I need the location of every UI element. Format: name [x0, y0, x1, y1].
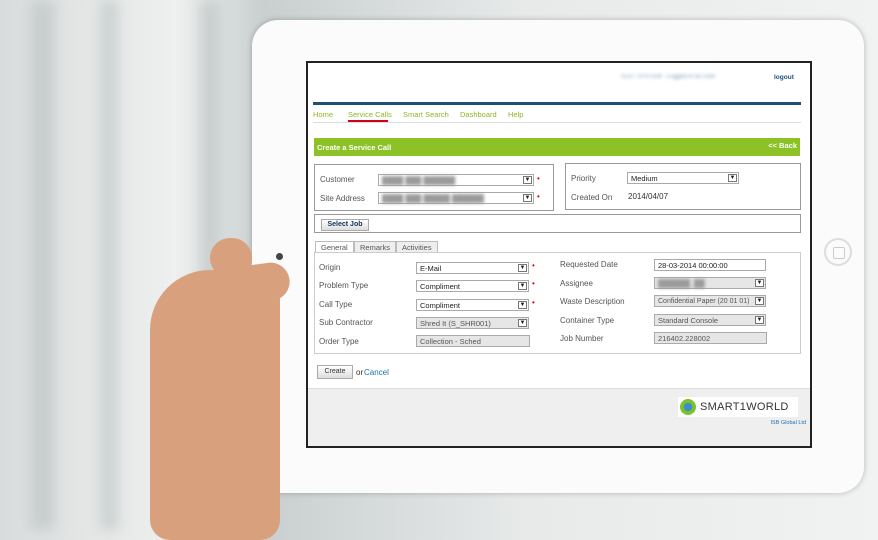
- tab-remarks[interactable]: Remarks: [354, 241, 397, 253]
- created-on-value: 2014/04/07: [628, 192, 669, 201]
- nav-service-calls[interactable]: Service Calls: [348, 110, 392, 119]
- nav-smart-search[interactable]: Smart Search: [403, 110, 449, 119]
- logo-text: SMART1WORLD: [700, 401, 789, 413]
- background-column: [30, 0, 55, 530]
- container-type-value: Standard Console: [658, 316, 719, 325]
- company-name: ISB Global Ltd: [770, 420, 806, 426]
- created-on-label: Created On: [571, 193, 613, 202]
- customer-select[interactable]: ████ ███ ██████ ▼: [378, 174, 534, 186]
- job-number-label: Job Number: [560, 334, 604, 343]
- waste-description-label: Waste Description: [560, 297, 625, 306]
- origin-value: E-Mail: [420, 264, 442, 273]
- finger: [210, 238, 252, 278]
- required-marker: •: [532, 298, 535, 307]
- chevron-down-icon: ▼: [755, 297, 764, 305]
- user-info: TEST SYSTEM - Logged in as User: [620, 74, 716, 80]
- requested-date-value: 28-03-2014 00:00:00: [658, 261, 728, 270]
- tab-general[interactable]: General: [315, 241, 354, 253]
- general-panel: Origin E-Mail ▼ • Problem Type Compliment…: [314, 252, 801, 354]
- required-marker: •: [537, 174, 540, 183]
- job-number-value: 216402.228002: [658, 334, 711, 343]
- footer: SMART1WORLD ISB Global Ltd: [308, 388, 810, 446]
- priority-box: Priority Medium ▼ Created On 2014/04/07: [565, 163, 801, 210]
- call-type-select[interactable]: Compliment ▼: [416, 299, 529, 311]
- nav-help[interactable]: Help: [508, 110, 524, 119]
- priority-value: Medium: [631, 174, 658, 183]
- required-marker: •: [532, 279, 535, 288]
- cancel-link[interactable]: Cancel: [364, 368, 389, 377]
- app-screen: TEST SYSTEM - Logged in as User logout H…: [306, 61, 812, 448]
- smart1world-logo: SMART1WORLD: [678, 397, 798, 417]
- requested-date-label: Requested Date: [560, 260, 618, 269]
- select-job-box: Select Job: [314, 214, 801, 233]
- origin-select[interactable]: E-Mail ▼: [416, 262, 529, 274]
- site-address-label: Site Address: [320, 194, 365, 203]
- assignee-select[interactable]: ██████_██ ▼: [654, 277, 766, 289]
- chevron-down-icon: ▼: [518, 264, 527, 272]
- page-title: Create a Service Call: [317, 143, 392, 152]
- order-type-value: Collection - Sched: [420, 337, 481, 346]
- chevron-down-icon: ▼: [523, 194, 532, 202]
- container-type-select[interactable]: Standard Console ▼: [654, 314, 766, 326]
- logout-link[interactable]: logout: [774, 74, 794, 81]
- site-address-select[interactable]: ████ ███ █████ ██████ ▼: [378, 192, 534, 204]
- chevron-down-icon: ▼: [523, 176, 532, 184]
- chevron-down-icon: ▼: [518, 319, 527, 327]
- waste-description-select[interactable]: Confidential Paper (20 01 01) ▼: [654, 295, 766, 307]
- create-button[interactable]: Create: [317, 365, 353, 379]
- priority-select[interactable]: Medium ▼: [627, 172, 739, 184]
- nav-dashboard[interactable]: Dashboard: [460, 110, 497, 119]
- nav-home[interactable]: Home: [313, 110, 334, 119]
- job-number-field[interactable]: 216402.228002: [654, 332, 767, 344]
- chevron-down-icon: ▼: [755, 279, 764, 287]
- order-type-label: Order Type: [319, 337, 359, 346]
- problem-type-label: Problem Type: [319, 281, 369, 290]
- camera: [276, 253, 283, 260]
- or-text: or: [356, 368, 364, 377]
- problem-type-value: Compliment: [420, 282, 461, 291]
- title-bar: Create a Service Call << Back: [314, 138, 800, 156]
- customer-label: Customer: [320, 175, 355, 184]
- sub-contractor-label: Sub Contractor: [319, 318, 373, 327]
- priority-label: Priority: [571, 174, 596, 183]
- back-link[interactable]: << Back: [768, 141, 797, 150]
- required-marker: •: [532, 261, 535, 270]
- problem-type-select[interactable]: Compliment ▼: [416, 280, 529, 292]
- container-type-label: Container Type: [560, 316, 615, 325]
- header-rule: [313, 102, 801, 105]
- chevron-down-icon: ▼: [728, 174, 737, 182]
- origin-label: Origin: [319, 263, 341, 272]
- chevron-down-icon: ▼: [518, 301, 527, 309]
- call-type-label: Call Type: [319, 300, 353, 309]
- nav-rule: [313, 122, 801, 123]
- hand: [150, 270, 280, 540]
- chevron-down-icon: ▼: [518, 282, 527, 290]
- sub-contractor-value: Shred It (S_SHR001): [420, 319, 491, 328]
- assignee-label: Assignee: [560, 279, 593, 288]
- customer-box: Customer ████ ███ ██████ ▼ • Site Address…: [314, 164, 554, 211]
- select-job-button[interactable]: Select Job: [321, 219, 369, 231]
- background-column: [100, 0, 118, 530]
- active-underline: [348, 120, 388, 122]
- requested-date-input[interactable]: 28-03-2014 00:00:00: [654, 259, 766, 271]
- chevron-down-icon: ▼: [755, 316, 764, 324]
- sub-contractor-select[interactable]: Shred It (S_SHR001) ▼: [416, 317, 529, 329]
- required-marker: •: [537, 192, 540, 201]
- leaf-icon: [680, 399, 696, 415]
- home-button[interactable]: [824, 238, 852, 266]
- waste-description-value: Confidential Paper (20 01 01): [658, 298, 750, 305]
- call-type-value: Compliment: [420, 301, 461, 310]
- tab-activities[interactable]: Activities: [396, 241, 438, 253]
- order-type-field[interactable]: Collection - Sched: [416, 335, 530, 347]
